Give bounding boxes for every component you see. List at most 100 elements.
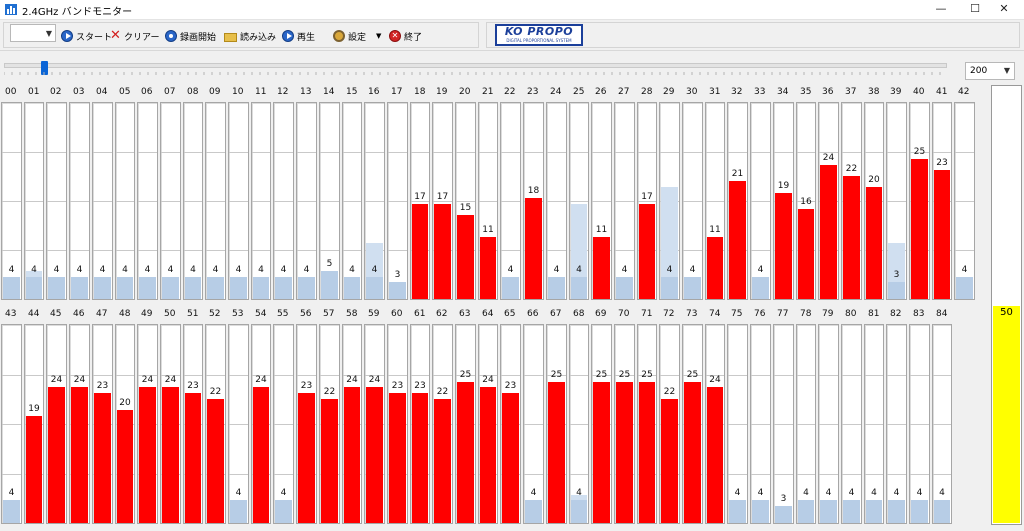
channel-20: 20 15 [455, 84, 476, 300]
gridline [592, 375, 611, 376]
channel-label: 03 [73, 87, 85, 97]
gridline [887, 424, 906, 425]
exit-button[interactable]: ✕ 終了 [389, 27, 422, 45]
channel-label: 09 [209, 87, 221, 97]
channel-meter: 4 [954, 102, 975, 300]
level-bar [434, 204, 451, 299]
level-bar [820, 165, 837, 299]
channel-25: 25 4 [569, 84, 589, 300]
device-select[interactable]: ▼ [10, 24, 56, 42]
level-value: 4 [349, 265, 355, 275]
level-bar [843, 176, 860, 299]
channel-56: 56 23 [296, 306, 317, 524]
gridline [819, 152, 838, 153]
channel-meter: 25 [637, 324, 657, 524]
level-bar [117, 277, 133, 299]
channel-meter: 25 [614, 324, 635, 524]
channel-label: 38 [868, 87, 880, 97]
channel-30: 30 4 [682, 84, 703, 300]
gridline [161, 152, 180, 153]
channel-meter: 23 [500, 324, 521, 524]
level-bar [275, 500, 292, 523]
gridline [547, 152, 566, 153]
channel-meter: 4 [342, 102, 362, 300]
gridline [433, 152, 452, 153]
level-bar [344, 387, 360, 523]
gridline [933, 152, 951, 153]
gridline [706, 201, 724, 202]
level-bar [911, 500, 928, 523]
channel-79: 79 4 [818, 306, 839, 524]
channel-label: 37 [845, 87, 857, 97]
channel-meter: 4 [932, 324, 952, 524]
gridline [184, 250, 202, 251]
channel-label: 51 [187, 309, 199, 319]
settings-dropdown[interactable]: ▼ [376, 27, 385, 45]
channel-18: 18 17 [410, 84, 430, 300]
load-label: 読み込み [240, 32, 277, 43]
channel-label: 49 [141, 309, 153, 319]
slider-thumb[interactable] [41, 61, 48, 75]
channel-52: 52 22 [205, 306, 226, 524]
channel-label: 32 [731, 87, 743, 97]
channel-37: 37 22 [841, 84, 862, 300]
channel-label: 46 [73, 309, 85, 319]
channel-42: 42 4 [954, 84, 975, 300]
level-bar [366, 277, 383, 299]
channel-meter: 4 [115, 102, 135, 300]
level-bar [389, 393, 406, 523]
record-button[interactable]: 録画開始 [165, 27, 216, 45]
ko-propo-logo: KO PROPO DIGITAL PROPORTIONAL SYSTEM [495, 24, 583, 46]
play-label: 再生 [297, 32, 316, 43]
gridline [933, 424, 951, 425]
channel-meter: 4 [24, 102, 44, 300]
start-button[interactable]: スタート [61, 27, 112, 45]
gridline [274, 201, 293, 202]
level-bar [480, 237, 496, 299]
timeline-slider[interactable] [4, 57, 947, 79]
level-bar [321, 271, 338, 299]
gridline [252, 152, 270, 153]
record-icon [165, 30, 177, 42]
gridline [592, 201, 611, 202]
channel-04: 04 4 [92, 84, 113, 300]
channel-label: 75 [731, 309, 743, 319]
minimize-button[interactable]: — [935, 2, 947, 15]
level-bar [185, 277, 201, 299]
sample-count-select[interactable]: 200 ▼ [965, 62, 1015, 80]
channel-label: 54 [255, 309, 267, 319]
level-value: 19 [28, 404, 40, 414]
gridline [570, 474, 588, 475]
gridline [774, 375, 793, 376]
level-bar [956, 277, 973, 299]
close-button[interactable]: ✕ [999, 2, 1009, 15]
channel-label: 06 [141, 87, 153, 97]
clear-button[interactable]: ✕ クリアー [110, 27, 159, 45]
level-meter: 50 [991, 85, 1022, 525]
channel-35: 35 16 [796, 84, 816, 300]
channel-label: 22 [504, 87, 516, 97]
channel-meter: 4 [273, 324, 294, 524]
channel-09: 09 4 [205, 84, 226, 300]
level-value: 4 [8, 488, 15, 498]
level-value: 4 [666, 265, 673, 275]
channel-82: 82 4 [886, 306, 907, 524]
load-button[interactable]: 読み込み [224, 27, 276, 45]
level-bar [412, 204, 428, 299]
gridline [274, 424, 293, 425]
level-bar [729, 181, 746, 299]
channel-meter: 22 [432, 324, 453, 524]
gridline [93, 152, 112, 153]
channel-33: 33 4 [750, 84, 771, 300]
level-bar [571, 500, 587, 523]
level-bar [616, 382, 633, 523]
play-button[interactable]: 再生 [282, 27, 315, 45]
gridline [570, 152, 588, 153]
maximize-button[interactable]: ☐ [970, 2, 980, 15]
channel-51: 51 23 [183, 306, 203, 524]
gridline [751, 375, 770, 376]
channel-meter: 3 [773, 324, 794, 524]
settings-button[interactable]: 設定 [333, 27, 366, 45]
channel-02: 02 4 [46, 84, 67, 300]
channel-meter: 4 [727, 324, 748, 524]
